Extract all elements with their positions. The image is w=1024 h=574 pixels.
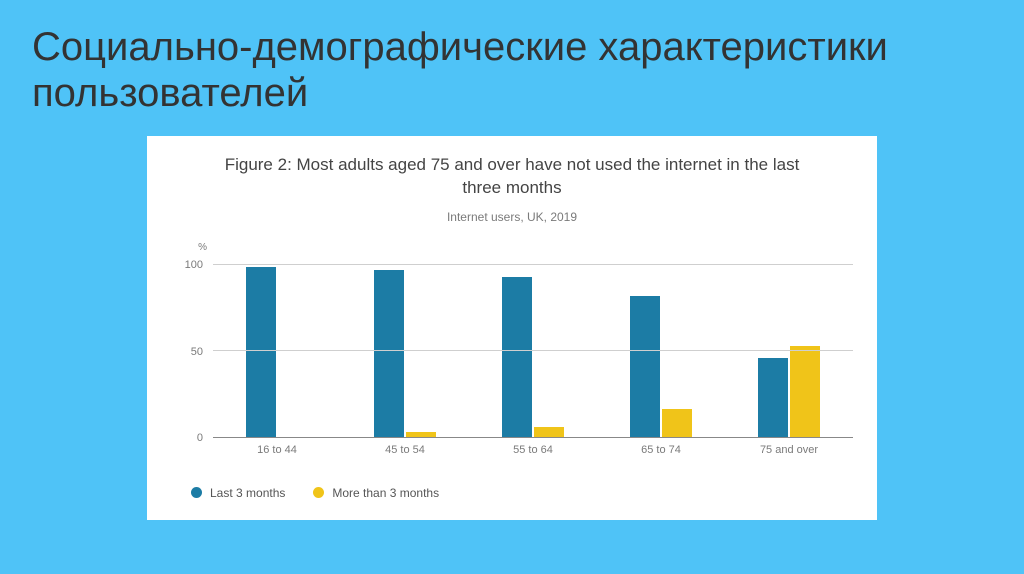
bar (502, 277, 532, 437)
legend-swatch (313, 487, 324, 498)
legend-swatch (191, 487, 202, 498)
bar (630, 296, 660, 437)
x-axis-labels: 16 to 4445 to 5455 to 6465 to 7475 and o… (213, 444, 853, 456)
bar (662, 409, 692, 436)
chart-subtitle: Internet users, UK, 2019 (171, 210, 853, 224)
x-tick-label: 75 and over (725, 444, 853, 456)
x-tick-label: 65 to 74 (597, 444, 725, 456)
bar-group (469, 248, 597, 437)
y-axis: % 050100 (171, 248, 213, 438)
legend-label: Last 3 months (210, 486, 285, 500)
y-tick-label: 0 (197, 432, 203, 444)
plot-area: % 050100 (171, 248, 853, 438)
y-axis-unit: % (198, 242, 207, 253)
y-tick-label: 100 (185, 259, 203, 271)
bar-group (725, 248, 853, 437)
bar (406, 432, 436, 437)
bar-group (341, 248, 469, 437)
bar (246, 267, 276, 437)
bar (374, 270, 404, 437)
bar (534, 427, 564, 437)
x-tick-label: 55 to 64 (469, 444, 597, 456)
gridline (213, 264, 853, 265)
y-tick-label: 50 (191, 346, 203, 358)
bar-group (213, 248, 341, 437)
gridline (213, 350, 853, 351)
chart-card: Figure 2: Most adults aged 75 and over h… (147, 136, 877, 520)
legend-label: More than 3 months (332, 486, 439, 500)
legend: Last 3 months More than 3 months (191, 486, 853, 500)
plot (213, 248, 853, 438)
slide-title: Социально-демографические характеристики… (0, 0, 1024, 128)
bar (758, 358, 788, 437)
x-tick-label: 16 to 44 (213, 444, 341, 456)
legend-item: More than 3 months (313, 486, 439, 500)
x-tick-label: 45 to 54 (341, 444, 469, 456)
bar-groups (213, 248, 853, 437)
bar (790, 346, 820, 437)
bar-group (597, 248, 725, 437)
chart-title: Figure 2: Most adults aged 75 and over h… (171, 154, 853, 200)
legend-item: Last 3 months (191, 486, 285, 500)
